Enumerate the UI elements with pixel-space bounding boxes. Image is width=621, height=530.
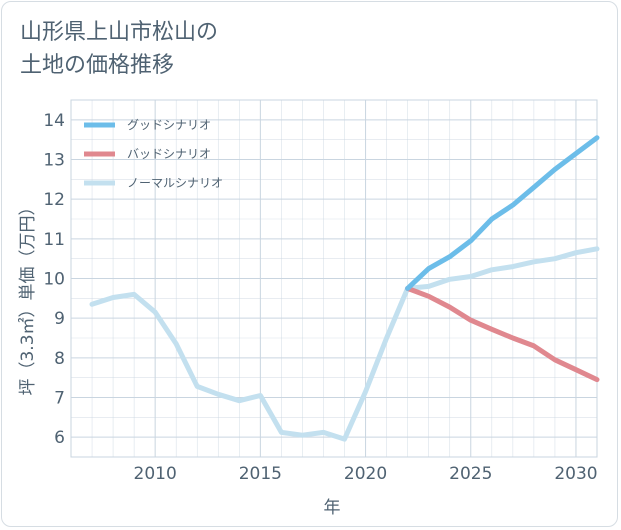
x-tick-label: 2030 bbox=[554, 464, 597, 484]
y-axis-label: 坪（3.3㎡）単価（万円） bbox=[18, 198, 38, 395]
chart-title: 山形県上山市松山の 土地の価格推移 bbox=[20, 16, 320, 82]
y-tick-label: 8 bbox=[54, 349, 65, 369]
y-tick-label: 7 bbox=[54, 389, 65, 409]
series-line-normal bbox=[89, 246, 600, 442]
legend-label-normal: ノーマルシナリオ bbox=[127, 176, 223, 190]
chart-title-line-2: 土地の価格推移 bbox=[20, 53, 175, 78]
x-tick-label: 2015 bbox=[239, 464, 282, 484]
y-tick-label: 14 bbox=[43, 111, 65, 131]
legend-label-good: グッドシナリオ bbox=[127, 118, 211, 132]
x-tick-label: 2025 bbox=[449, 464, 492, 484]
y-tick-label: 12 bbox=[43, 190, 65, 210]
x-tick-label: 2020 bbox=[344, 464, 387, 484]
y-tick-label: 11 bbox=[43, 230, 65, 250]
y-tick-label: 9 bbox=[54, 309, 65, 329]
series-line-good bbox=[405, 135, 600, 291]
series-lines bbox=[89, 135, 600, 442]
legend-label-bad: バッドシナリオ bbox=[127, 147, 211, 161]
axis-ticks: 2010 2015 2020 2025 2030 6 7 8 9 10 11 12 13 14 bbox=[43, 111, 597, 484]
y-tick-label: 6 bbox=[54, 428, 65, 448]
y-tick-label: 13 bbox=[43, 151, 65, 171]
series-line-bad bbox=[405, 285, 600, 383]
x-axis-label: 年 bbox=[324, 498, 341, 518]
chart-title-line-1: 山形県上山市松山の bbox=[20, 20, 219, 45]
y-tick-label: 10 bbox=[43, 270, 65, 290]
x-tick-label: 2010 bbox=[134, 464, 177, 484]
